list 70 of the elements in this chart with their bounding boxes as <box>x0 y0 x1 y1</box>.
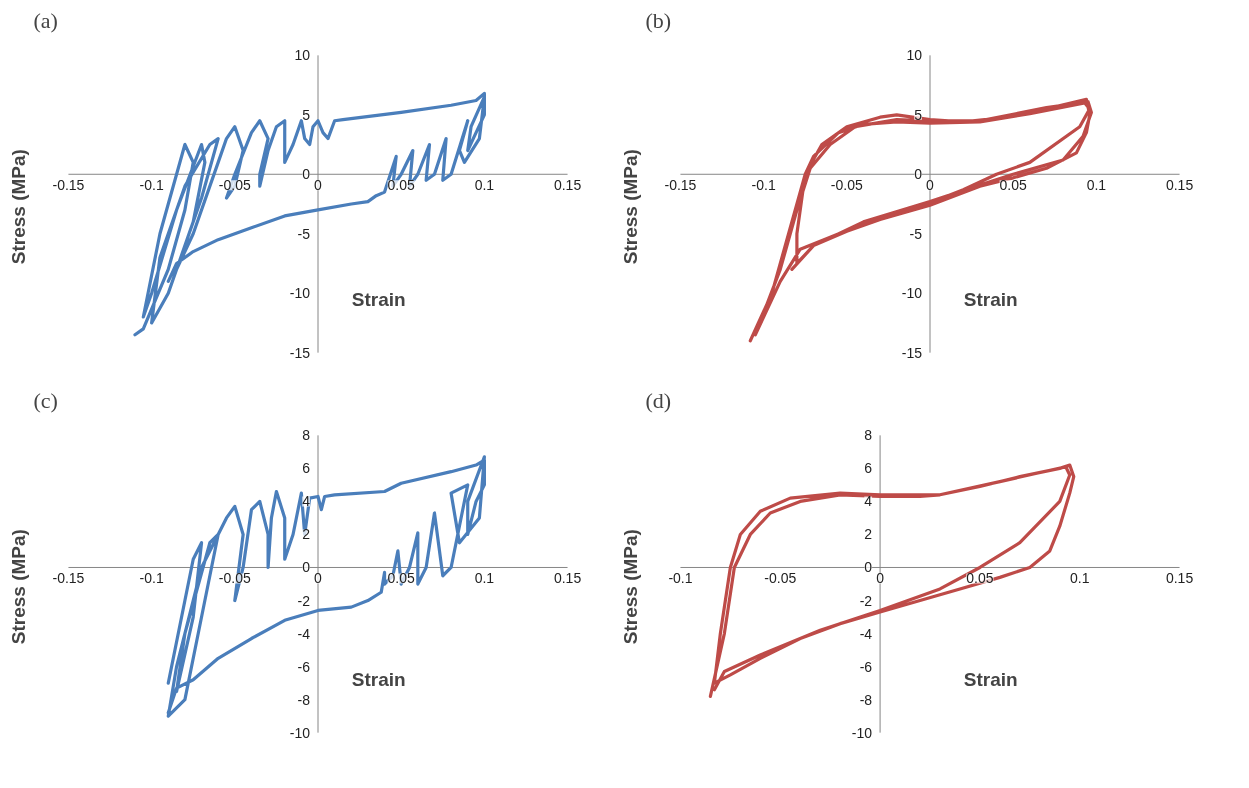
x-tick-label: -0.15 <box>664 177 697 194</box>
chart-title: (c) <box>33 387 58 413</box>
y-tick-label: -8 <box>297 691 311 708</box>
y-tick-label: -10 <box>289 285 311 302</box>
y-axis-title: Stress (MPa) <box>7 149 29 265</box>
y-tick-label: 4 <box>302 493 311 510</box>
x-tick-label: -0.05 <box>830 177 863 194</box>
x-tick-label: 0.05 <box>387 177 416 194</box>
x-tick-label: 0.1 <box>474 570 495 587</box>
x-tick-label: 0.05 <box>966 570 994 587</box>
x-axis-title: Strain <box>963 288 1018 310</box>
y-tick-label: 6 <box>864 460 873 477</box>
y-tick-label: -10 <box>289 724 311 741</box>
y-tick-label: -5 <box>909 225 923 242</box>
chart-title: (b) <box>645 7 672 33</box>
y-tick-label: 0 <box>864 559 873 576</box>
x-tick-label: 0 <box>876 570 885 587</box>
y-tick-label: -6 <box>297 658 311 675</box>
x-tick-label: -0.05 <box>764 570 797 587</box>
x-tick-label: -0.1 <box>668 570 693 587</box>
x-tick-label: 0.1 <box>1070 570 1090 587</box>
x-tick-label: 0.15 <box>1165 177 1194 194</box>
y-tick-label: -15 <box>289 344 311 361</box>
y-tick-label: -4 <box>297 625 311 642</box>
x-tick-label: -0.05 <box>218 570 251 587</box>
x-tick-label: -0.15 <box>52 570 85 587</box>
x-tick-label: 0 <box>926 177 935 194</box>
x-tick-label: 0.05 <box>387 570 416 587</box>
x-axis-title: Strain <box>351 288 406 310</box>
x-tick-label: 0.05 <box>999 177 1028 194</box>
y-axis-title: Stress (MPa) <box>7 529 29 645</box>
x-tick-label: 0 <box>314 177 323 194</box>
y-tick-label: 0 <box>302 559 311 576</box>
x-tick-label: -0.1 <box>751 177 776 194</box>
y-tick-label: -8 <box>859 691 873 708</box>
chart-title: (a) <box>33 7 58 33</box>
x-axis-title: Strain <box>351 668 406 690</box>
x-tick-label: -0.1 <box>139 177 164 194</box>
y-tick-label: -2 <box>859 592 873 609</box>
y-tick-label: 0 <box>914 166 923 183</box>
x-tick-label: 0.15 <box>1165 570 1194 587</box>
y-tick-label: 0 <box>302 166 311 183</box>
y-tick-label: -2 <box>297 592 311 609</box>
y-tick-label: -10 <box>901 285 923 302</box>
x-tick-label: -0.1 <box>139 570 164 587</box>
y-tick-label: 2 <box>864 526 873 543</box>
x-tick-label: -0.15 <box>52 177 85 194</box>
y-tick-label: 2 <box>302 526 311 543</box>
y-tick-label: -6 <box>859 658 873 675</box>
y-tick-label: 5 <box>914 106 923 123</box>
y-tick-label: 5 <box>302 106 311 123</box>
y-tick-label: -5 <box>297 225 311 242</box>
x-tick-label: 0.15 <box>553 570 582 587</box>
y-tick-label: -10 <box>851 724 873 741</box>
y-tick-label: 6 <box>302 460 311 477</box>
x-tick-label: 0.1 <box>474 177 495 194</box>
y-axis-title: Stress (MPa) <box>619 149 641 265</box>
y-tick-label: -4 <box>859 625 873 642</box>
x-tick-label: 0 <box>314 570 323 587</box>
x-axis-title: Strain <box>963 668 1018 690</box>
x-tick-label: 0.1 <box>1086 177 1107 194</box>
x-tick-label: 0.15 <box>553 177 582 194</box>
y-tick-label: 10 <box>294 47 311 64</box>
y-tick-label: 10 <box>906 47 923 64</box>
y-tick-label: 8 <box>302 427 311 444</box>
y-tick-label: -15 <box>901 344 923 361</box>
chart-title: (d) <box>645 387 672 413</box>
y-tick-label: 4 <box>864 493 873 510</box>
y-axis-title: Stress (MPa) <box>619 529 641 645</box>
y-tick-label: 8 <box>864 427 873 444</box>
